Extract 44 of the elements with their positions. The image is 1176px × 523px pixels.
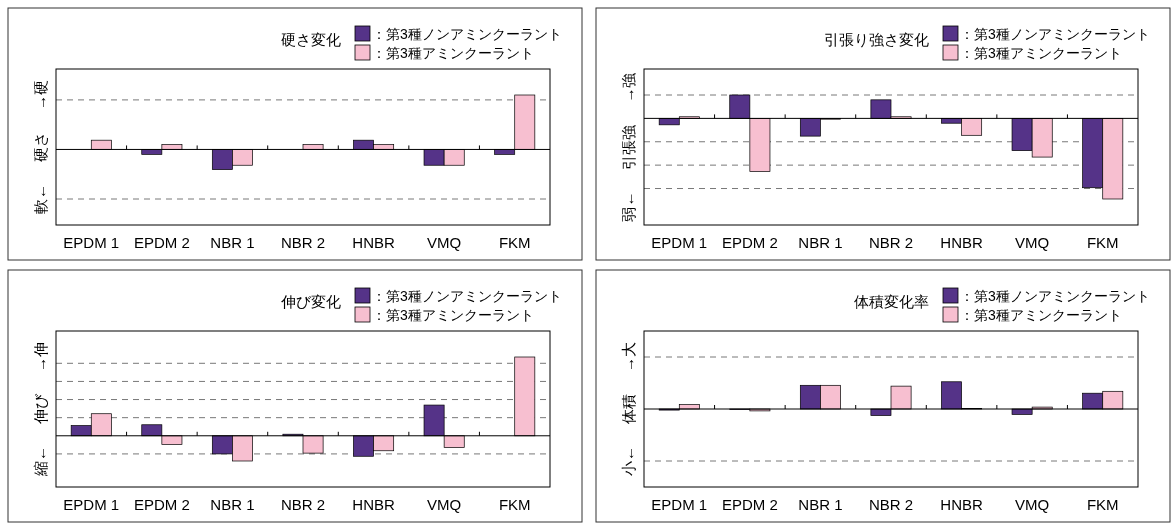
chart-title: 引張り強さ変化 bbox=[824, 31, 929, 48]
x-tick-label: EPDM 1 bbox=[651, 234, 708, 251]
x-tick-label: HNBR bbox=[940, 234, 983, 251]
legend-label: ：第3種アミンクーラント bbox=[960, 45, 1122, 61]
x-tick-label: EPDM 1 bbox=[63, 234, 120, 251]
x-tick-label: VMQ bbox=[427, 496, 462, 513]
text: 縮← 伸び →伸 bbox=[31, 342, 49, 476]
x-tick-label: EPDM 2 bbox=[721, 234, 778, 251]
legend-label: ：第3種ノンアミンクーラント bbox=[960, 26, 1150, 42]
chart-title: 硬さ変化 bbox=[281, 31, 341, 48]
text: 小← 体積 →大 bbox=[619, 342, 637, 476]
legend-label: ：第3種ノンアミンクーラント bbox=[372, 288, 562, 304]
legend-label: ：第3種ノンアミンクーラント bbox=[960, 288, 1150, 304]
x-tick-label: EPDM 2 bbox=[721, 496, 778, 513]
chart-title: 伸び変化 bbox=[280, 293, 341, 310]
x-tick-label: FKM bbox=[1086, 496, 1119, 513]
x-tick-label: VMQ bbox=[427, 234, 462, 251]
legend-label: ：第3種ノンアミンクーラント bbox=[372, 26, 562, 42]
text: 軟← 硬さ →硬 bbox=[31, 80, 49, 214]
text: 弱← 引張強 →強 bbox=[619, 72, 637, 222]
x-tick-label: VMQ bbox=[1015, 234, 1050, 251]
x-tick-label: HNBR bbox=[352, 496, 395, 513]
x-tick-label: NBR 1 bbox=[210, 496, 255, 513]
x-tick-label: FKM bbox=[498, 234, 531, 251]
x-tick-label: EPDM 1 bbox=[651, 496, 708, 513]
x-tick-label: EPDM 1 bbox=[63, 496, 120, 513]
x-tick-label: NBR 2 bbox=[868, 234, 914, 251]
x-tick-label: NBR 2 bbox=[280, 496, 326, 513]
x-tick-label: NBR 1 bbox=[210, 234, 255, 251]
x-tick-label: VMQ bbox=[1015, 496, 1050, 513]
x-tick-label: NBR 2 bbox=[280, 234, 326, 251]
x-tick-label: FKM bbox=[498, 496, 531, 513]
legend-label: ：第3種アミンクーラント bbox=[372, 307, 534, 323]
x-tick-label: HNBR bbox=[940, 496, 983, 513]
x-tick-label: HNBR bbox=[352, 234, 395, 251]
x-tick-label: EPDM 2 bbox=[133, 234, 190, 251]
x-tick-label: NBR 1 bbox=[798, 234, 843, 251]
legend-label: ：第3種アミンクーラント bbox=[372, 45, 534, 61]
legend-label: ：第3種アミンクーラント bbox=[960, 307, 1122, 323]
chart-title: 体積変化率 bbox=[854, 293, 929, 310]
x-tick-label: NBR 1 bbox=[798, 496, 843, 513]
x-tick-label: NBR 2 bbox=[868, 496, 914, 513]
x-tick-label: EPDM 2 bbox=[133, 496, 190, 513]
x-tick-label: FKM bbox=[1086, 234, 1119, 251]
